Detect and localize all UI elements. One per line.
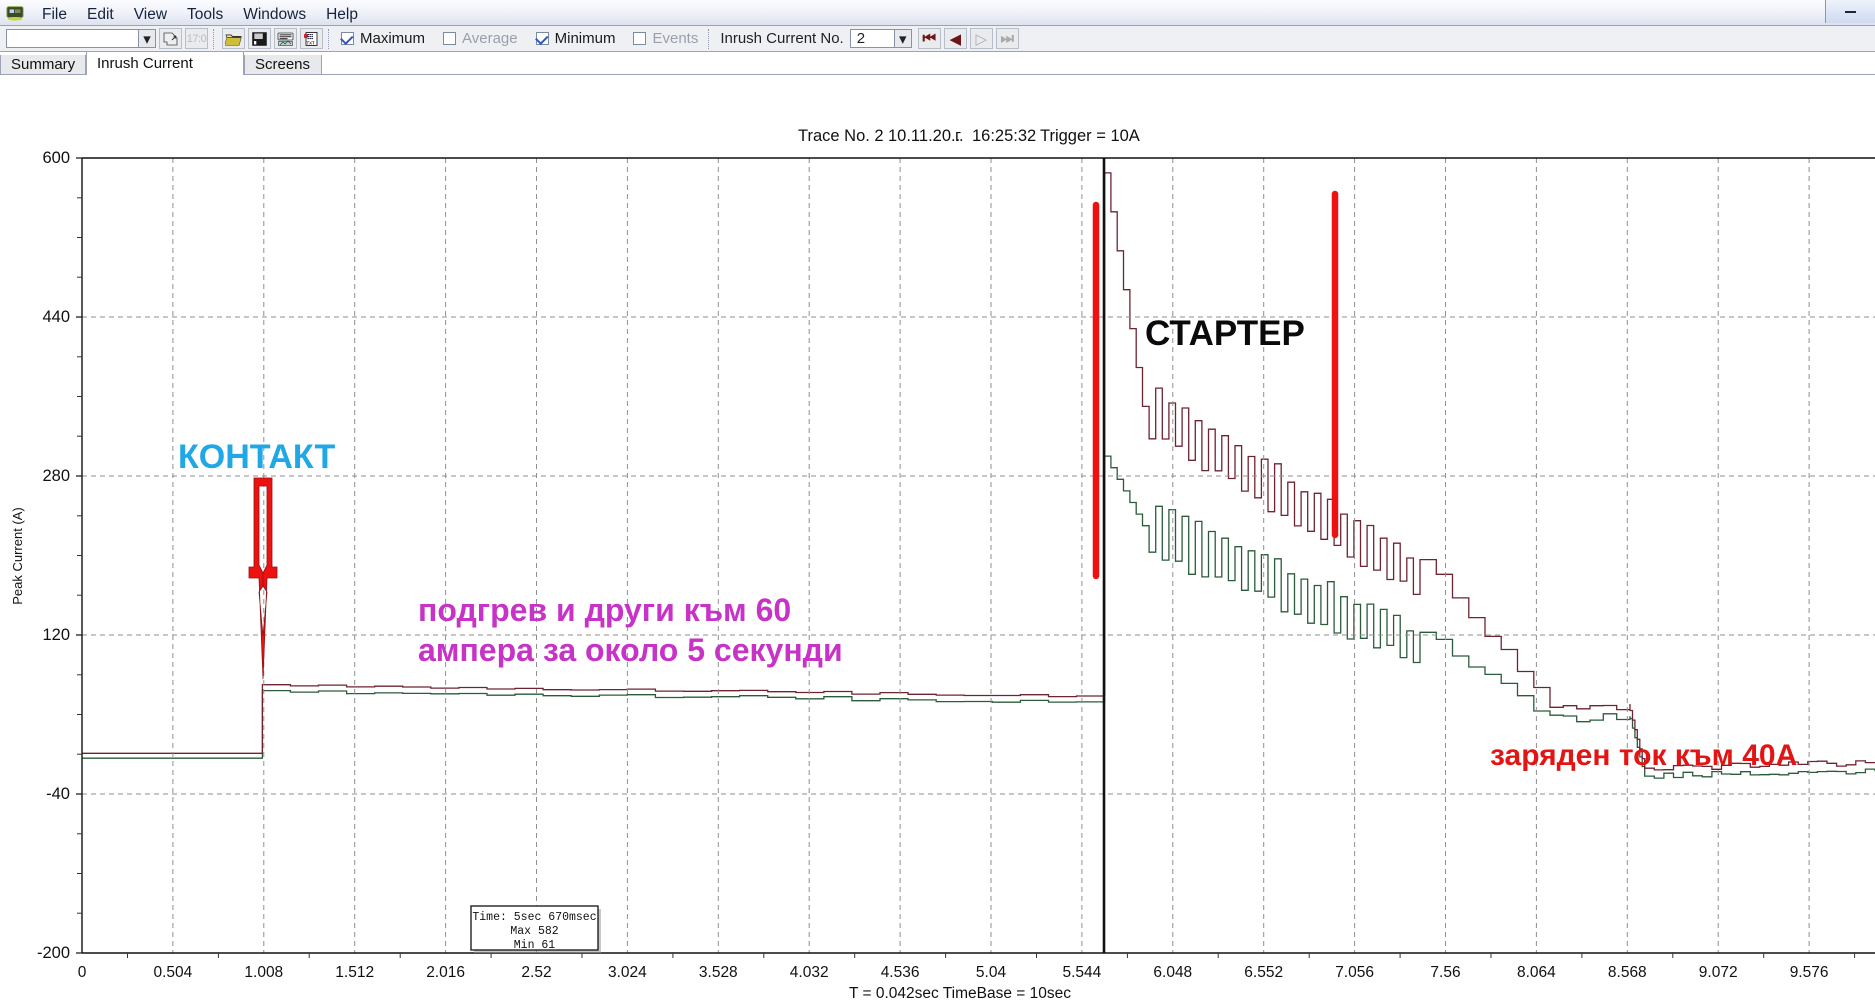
svg-text:440: 440 (42, 308, 70, 326)
svg-text:8.064: 8.064 (1517, 964, 1556, 981)
svg-text:0: 0 (78, 964, 87, 981)
svg-text:3.024: 3.024 (608, 964, 647, 981)
svg-text:-40: -40 (46, 785, 70, 803)
svg-text:6.048: 6.048 (1153, 964, 1192, 981)
svg-text:4.032: 4.032 (790, 964, 829, 981)
svg-text:КОНТАКТ: КОНТАКТ (178, 438, 336, 476)
svg-text:Time: 5sec 670msec: Time: 5sec 670msec (472, 911, 596, 924)
svg-text:0.504: 0.504 (154, 964, 193, 981)
svg-text:5.544: 5.544 (1063, 964, 1102, 981)
svg-text:120: 120 (42, 626, 70, 644)
svg-text:T = 0.042sec TimeBase = 10: T = 0.042sec TimeBase = 10sec (849, 985, 1071, 1000)
svg-text:Max 582: Max 582 (510, 925, 558, 938)
svg-text:Trace No. 2 10.11.20..: Trace No. 2 10.11.20.. г. 16:25:32 Trigg… (798, 127, 1140, 145)
svg-text:Peak Current (A): Peak Current (A) (10, 507, 25, 605)
svg-text:9.072: 9.072 (1699, 964, 1738, 981)
svg-text:TXT: TXT (306, 40, 314, 45)
svg-text:4.536: 4.536 (881, 964, 920, 981)
svg-text:9.576: 9.576 (1790, 964, 1829, 981)
svg-text:-200: -200 (37, 944, 70, 962)
svg-text:2.52: 2.52 (521, 964, 551, 981)
svg-text:6.552: 6.552 (1244, 964, 1283, 981)
svg-text:ампера за около 5 секунди: ампера за около 5 секунди (418, 632, 843, 668)
svg-text:подгрев и други към 60: подгрев и други към 60 (418, 592, 791, 628)
svg-text:СТАРТЕР: СТАРТЕР (1145, 314, 1305, 353)
svg-text:2.016: 2.016 (426, 964, 465, 981)
svg-text:7.056: 7.056 (1335, 964, 1374, 981)
svg-text:3.528: 3.528 (699, 964, 738, 981)
svg-text:5.04: 5.04 (976, 964, 1007, 981)
svg-text:7.56: 7.56 (1430, 964, 1460, 981)
svg-text:Min 61: Min 61 (514, 939, 556, 952)
svg-text:1.008: 1.008 (244, 964, 283, 981)
svg-text:600: 600 (42, 149, 70, 167)
svg-text:8.568: 8.568 (1608, 964, 1647, 981)
svg-text:1.512: 1.512 (335, 964, 374, 981)
svg-text:280: 280 (42, 467, 70, 485)
svg-text:заряден ток към 40А: заряден ток към 40А (1490, 739, 1797, 772)
